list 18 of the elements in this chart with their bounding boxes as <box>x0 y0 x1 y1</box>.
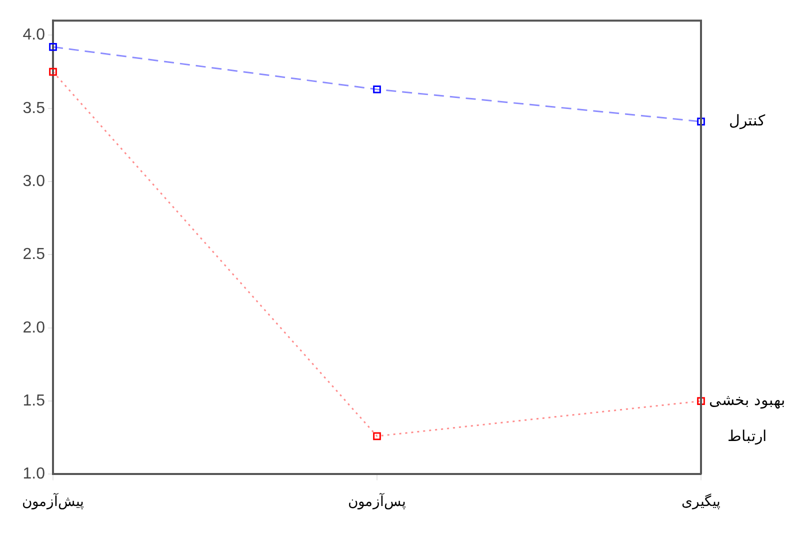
x-tick-label: پیگیری <box>682 493 720 510</box>
y-tick-label: 2.5 <box>22 246 46 264</box>
y-tick-label: 3.5 <box>22 100 46 117</box>
y-tick-label: 1.0 <box>22 466 46 483</box>
y-tick-label: 1.5 <box>22 392 46 410</box>
y-tick-label: 2.0 <box>22 319 46 336</box>
point <box>49 68 57 76</box>
y-tick-label: 3.0 <box>22 172 46 190</box>
point <box>697 118 705 126</box>
x-tick-label: پس‌آزمون <box>348 492 406 510</box>
text: بهبود بخشی ارتباط <box>709 390 785 445</box>
point <box>49 43 57 51</box>
point <box>697 397 705 405</box>
point <box>373 85 381 94</box>
point <box>373 432 381 440</box>
y-tick-label: 4.0 <box>22 26 46 44</box>
series-label: کنترل <box>729 111 766 130</box>
x-tick-label: پیش‌آزمون <box>22 492 84 510</box>
